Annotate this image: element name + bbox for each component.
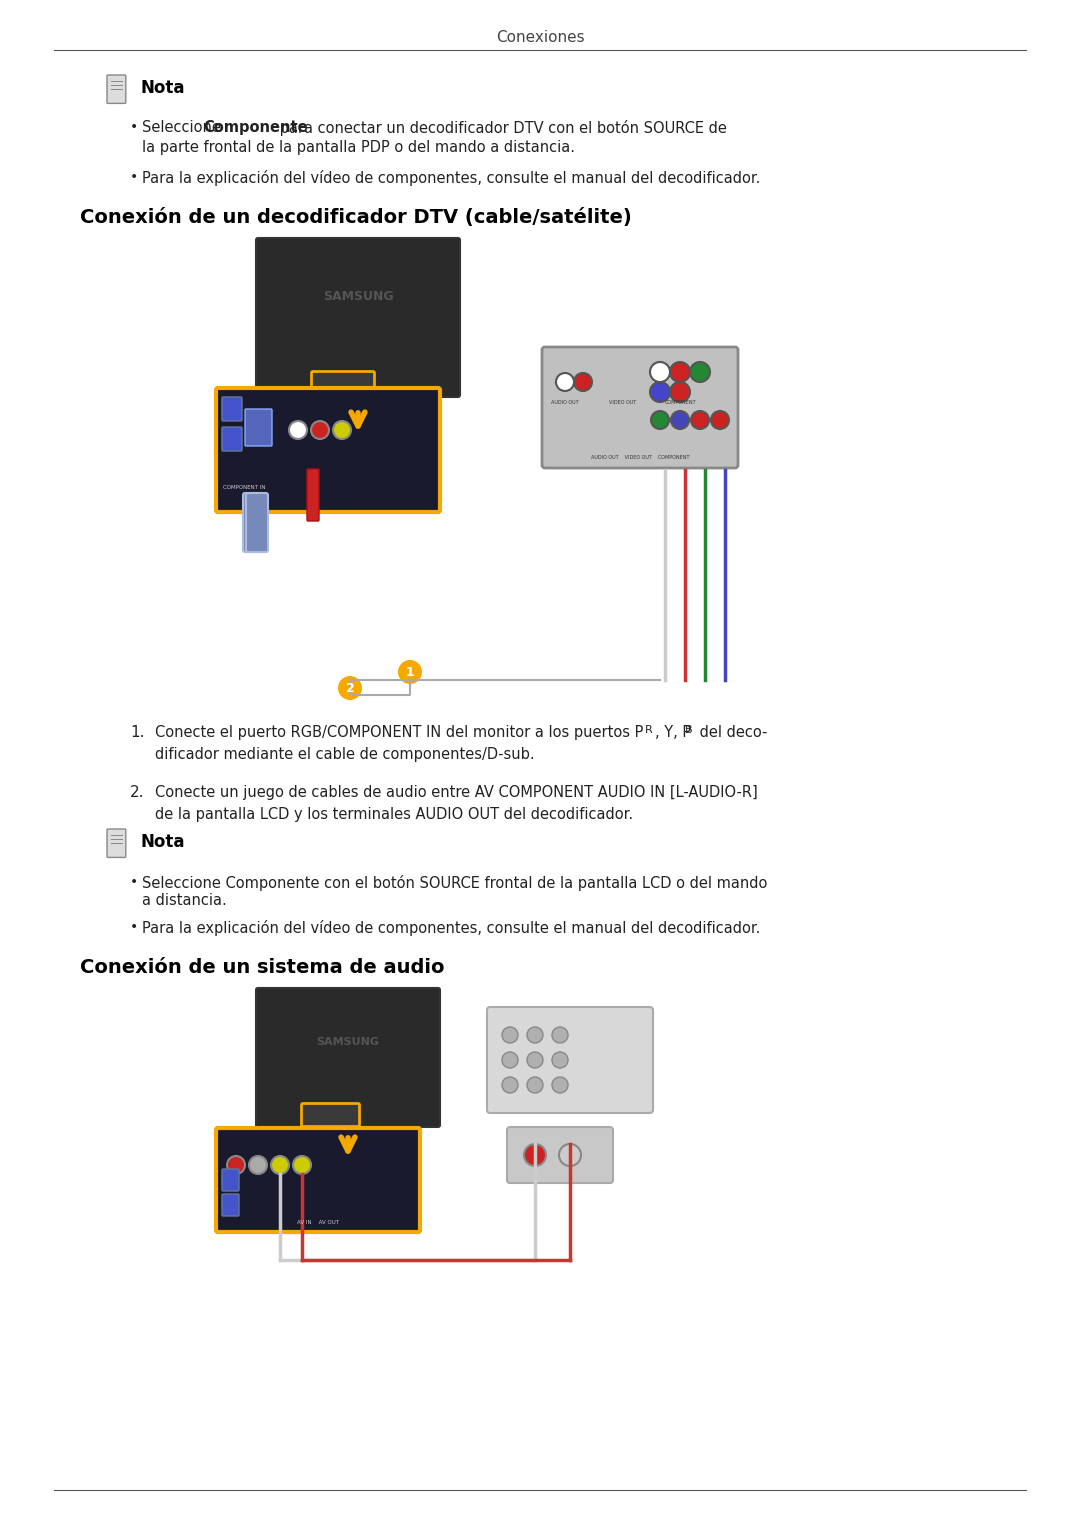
Circle shape <box>690 362 710 382</box>
Circle shape <box>527 1077 543 1093</box>
FancyBboxPatch shape <box>307 469 319 521</box>
Circle shape <box>399 660 422 684</box>
Circle shape <box>338 676 362 699</box>
FancyBboxPatch shape <box>216 388 440 512</box>
Text: •: • <box>130 919 138 935</box>
Text: Conecte el puerto RGB/COMPONENT IN del monitor a los puertos P: Conecte el puerto RGB/COMPONENT IN del m… <box>156 725 644 741</box>
Circle shape <box>670 382 690 402</box>
FancyBboxPatch shape <box>256 988 440 1127</box>
Circle shape <box>650 382 670 402</box>
FancyBboxPatch shape <box>222 397 242 421</box>
Text: Seleccione: Seleccione <box>141 121 226 134</box>
Text: de la pantalla LCD y los terminales AUDIO OUT del decodificador.: de la pantalla LCD y los terminales AUDI… <box>156 806 633 822</box>
FancyBboxPatch shape <box>222 1194 239 1215</box>
Circle shape <box>289 421 307 438</box>
Circle shape <box>293 1156 311 1174</box>
Text: 2.: 2. <box>130 785 145 800</box>
Text: la parte frontal de la pantalla PDP o del mando a distancia.: la parte frontal de la pantalla PDP o de… <box>141 140 575 156</box>
Text: para conectar un decodificador DTV con el botón SOURCE de: para conectar un decodificador DTV con e… <box>275 121 727 136</box>
Text: Nota: Nota <box>140 79 185 98</box>
FancyBboxPatch shape <box>107 829 125 857</box>
FancyBboxPatch shape <box>301 1104 360 1127</box>
Circle shape <box>502 1077 518 1093</box>
Circle shape <box>670 362 690 382</box>
FancyBboxPatch shape <box>256 238 460 397</box>
Text: 1: 1 <box>406 666 415 678</box>
Circle shape <box>527 1028 543 1043</box>
Text: Nota: Nota <box>140 834 185 851</box>
Text: AUDIO OUT    VIDEO OUT    COMPONENT: AUDIO OUT VIDEO OUT COMPONENT <box>591 455 689 460</box>
FancyBboxPatch shape <box>542 347 738 467</box>
Text: B: B <box>685 725 692 734</box>
Circle shape <box>556 373 573 391</box>
Circle shape <box>559 1144 581 1167</box>
Circle shape <box>333 421 351 438</box>
Text: Conexiones: Conexiones <box>496 31 584 46</box>
Circle shape <box>650 362 670 382</box>
Circle shape <box>552 1077 568 1093</box>
Text: Componente: Componente <box>203 121 308 134</box>
Circle shape <box>227 1156 245 1174</box>
Text: •: • <box>130 121 138 134</box>
Text: COMPONENT: COMPONENT <box>665 400 697 405</box>
Text: 2: 2 <box>346 681 354 695</box>
Circle shape <box>524 1144 546 1167</box>
Text: Seleccione Componente con el botón SOURCE frontal de la pantalla LCD o del mando: Seleccione Componente con el botón SOURC… <box>141 875 768 909</box>
Text: dificador mediante el cable de componentes/D-sub.: dificador mediante el cable de component… <box>156 747 535 762</box>
Circle shape <box>502 1028 518 1043</box>
Circle shape <box>711 411 729 429</box>
Text: •: • <box>130 169 138 183</box>
Text: del deco-: del deco- <box>696 725 768 741</box>
Text: •: • <box>130 875 138 889</box>
Text: SAMSUNG: SAMSUNG <box>316 1037 379 1048</box>
Bar <box>343 395 373 405</box>
Text: Conexión de un sistema de audio: Conexión de un sistema de audio <box>80 957 445 977</box>
Text: SAMSUNG: SAMSUNG <box>323 290 393 304</box>
Text: Conexión de un decodificador DTV (cable/satélite): Conexión de un decodificador DTV (cable/… <box>80 208 632 228</box>
Text: 1.: 1. <box>130 725 145 741</box>
FancyBboxPatch shape <box>245 409 272 446</box>
Circle shape <box>573 373 592 391</box>
Text: R: R <box>645 725 652 734</box>
Circle shape <box>671 411 689 429</box>
Text: COMPONENT IN: COMPONENT IN <box>222 486 266 490</box>
FancyBboxPatch shape <box>222 428 242 450</box>
Circle shape <box>552 1028 568 1043</box>
Text: AUDIO OUT: AUDIO OUT <box>551 400 579 405</box>
FancyBboxPatch shape <box>222 1170 239 1191</box>
FancyBboxPatch shape <box>246 493 268 551</box>
Text: , Y, P: , Y, P <box>654 725 691 741</box>
Circle shape <box>552 1052 568 1067</box>
FancyBboxPatch shape <box>216 1128 420 1232</box>
Text: Para la explicación del vídeo de componentes, consulte el manual del decodificad: Para la explicación del vídeo de compone… <box>141 919 760 936</box>
Circle shape <box>691 411 708 429</box>
Circle shape <box>502 1052 518 1067</box>
Text: VIDEO OUT: VIDEO OUT <box>609 400 636 405</box>
Text: Para la explicación del vídeo de componentes, consulte el manual del decodificad: Para la explicación del vídeo de compone… <box>141 169 760 186</box>
Circle shape <box>527 1052 543 1067</box>
Circle shape <box>249 1156 267 1174</box>
Circle shape <box>271 1156 289 1174</box>
Text: AV IN    AV OUT: AV IN AV OUT <box>297 1220 339 1225</box>
FancyBboxPatch shape <box>507 1127 613 1183</box>
FancyBboxPatch shape <box>311 371 375 397</box>
FancyBboxPatch shape <box>243 493 265 551</box>
Text: Conecte un juego de cables de audio entre AV COMPONENT AUDIO IN [L-AUDIO-R]: Conecte un juego de cables de audio entr… <box>156 785 758 800</box>
FancyBboxPatch shape <box>487 1006 653 1113</box>
Circle shape <box>311 421 329 438</box>
Circle shape <box>651 411 669 429</box>
FancyBboxPatch shape <box>107 75 125 104</box>
